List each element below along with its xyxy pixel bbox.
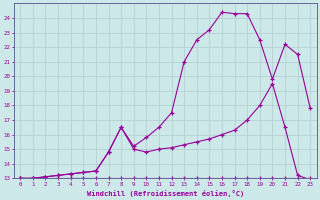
X-axis label: Windchill (Refroidissement éolien,°C): Windchill (Refroidissement éolien,°C): [87, 190, 244, 197]
